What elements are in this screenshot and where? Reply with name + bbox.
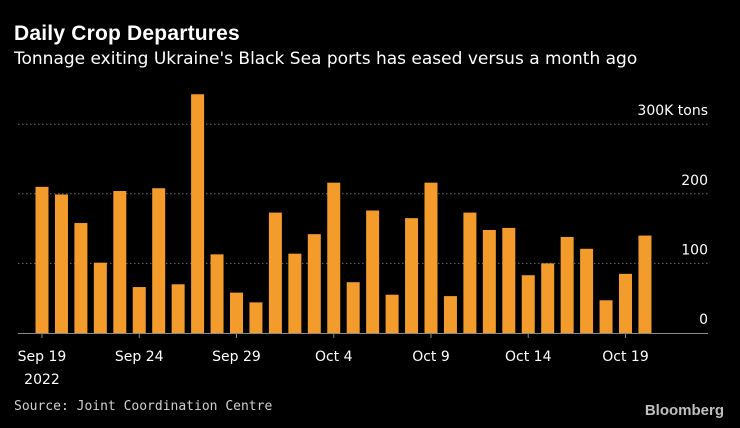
bar-sep-27: [191, 94, 205, 333]
bar-sep-22: [93, 262, 107, 333]
bar-oct-9: [424, 182, 438, 333]
chart-subtitle: Tonnage exiting Ukraine's Black Sea port…: [14, 49, 638, 69]
bar-oct-19: [619, 273, 632, 333]
bar-sep-19: [35, 186, 49, 333]
bar-oct-1: [268, 212, 282, 333]
x-tick-label: Oct 14: [505, 349, 552, 365]
bar-oct-12: [482, 229, 496, 333]
bar-oct-14: [521, 275, 535, 333]
bar-sep-24: [132, 287, 146, 333]
x-tick-label: Sep 29: [212, 349, 261, 365]
bar-oct-11: [463, 212, 477, 333]
x-tick-label: Sep 24: [115, 349, 164, 365]
bar-sep-26: [171, 284, 185, 333]
bar-sep-29: [230, 292, 243, 333]
bar-oct-8: [405, 218, 419, 333]
source-note: Source: Joint Coordination Centre: [14, 399, 273, 414]
bar-sep-28: [210, 254, 224, 333]
bar-oct-15: [541, 263, 555, 333]
bar-oct-2: [288, 253, 302, 333]
bar-oct-10: [443, 296, 457, 333]
bar-chart: 0 100 200 300K tons Sep 19 2022 Sep 24 Sep 29 O…: [18, 94, 708, 388]
y-tick-label: 300K tons: [637, 103, 708, 119]
bar-oct-20: [638, 235, 652, 333]
x-tick-labels: Sep 19 2022 Sep 24 Sep 29 Oct 4 Oct 9 Oct 14 Oc…: [18, 333, 649, 388]
bar-oct-16: [560, 236, 574, 333]
bars: [35, 94, 652, 333]
bar-oct-7: [385, 294, 399, 333]
bar-sep-23: [113, 191, 127, 333]
y-tick-label: 200: [681, 173, 708, 189]
gridlines: [18, 123, 708, 264]
bar-oct-5: [346, 282, 360, 333]
x-tick-year-label: 2022: [24, 372, 60, 388]
x-tick-label: Oct 19: [602, 349, 648, 365]
bar-sep-21: [74, 223, 88, 333]
bar-sep-20: [54, 194, 68, 333]
y-tick-labels: 0 100 200 300K tons: [637, 103, 708, 328]
y-tick-label: 100: [681, 242, 708, 258]
bar-sep-30: [249, 302, 263, 333]
bar-sep-25: [152, 188, 166, 333]
x-tick-label: Oct 4: [315, 349, 353, 365]
y-tick-label: 0: [699, 312, 708, 328]
bloomberg-logo: Bloomberg: [644, 402, 724, 419]
bar-oct-18: [599, 300, 613, 333]
x-tick-label: Sep 19: [18, 349, 67, 365]
bar-oct-4: [327, 182, 341, 333]
x-tick-label: Oct 9: [412, 349, 450, 365]
bar-oct-6: [366, 210, 380, 333]
bar-oct-13: [502, 227, 516, 333]
bar-oct-17: [580, 248, 594, 333]
chart-title: Daily Crop Departures: [14, 22, 240, 45]
bar-oct-3: [307, 234, 321, 333]
